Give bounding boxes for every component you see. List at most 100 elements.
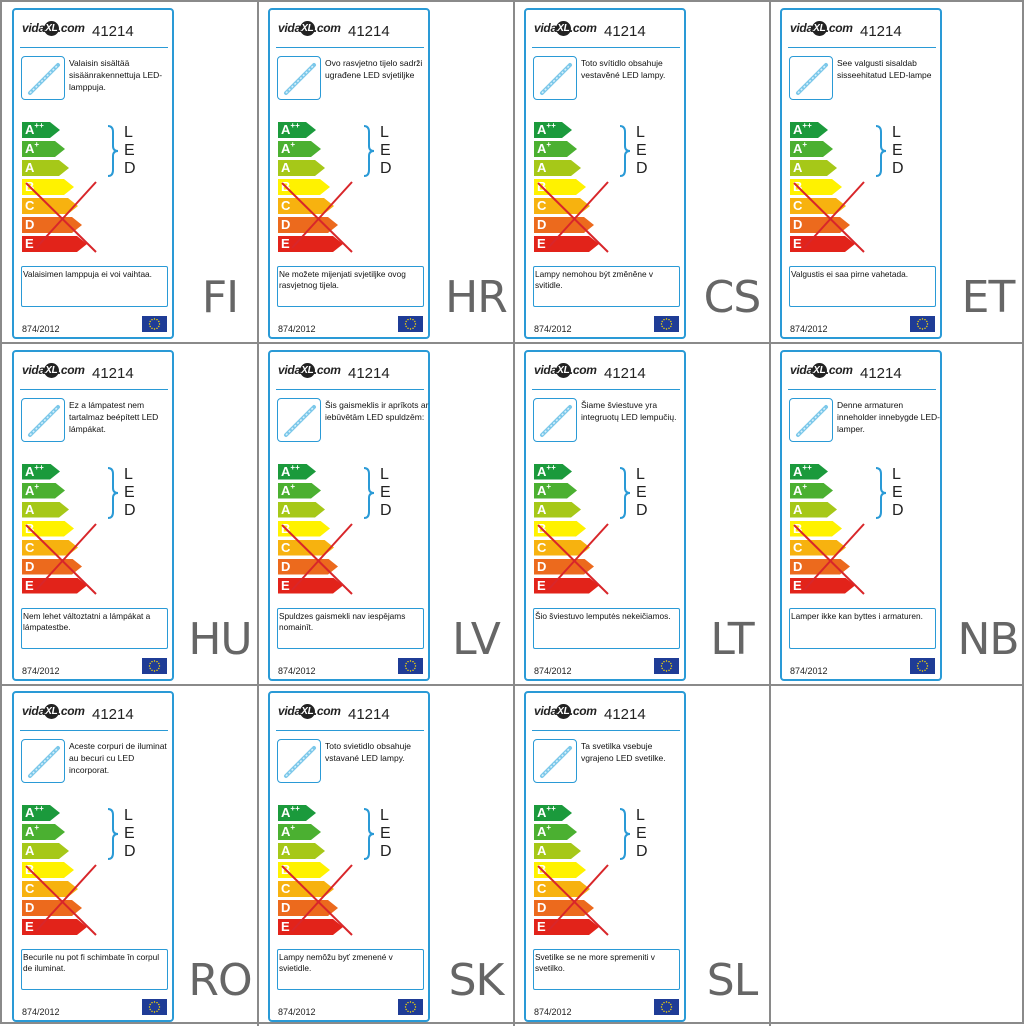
energy-label-card: vidaXL.com 41214 Šiame šviestuve yra int… (524, 349, 686, 681)
led-tube-icon (789, 397, 833, 442)
vidaxl-logo: vidaXL.com (790, 362, 853, 378)
energy-class-bar: D (22, 558, 82, 575)
energy-class-letter: C (25, 881, 35, 896)
article-number: 41214 (348, 364, 390, 382)
language-code: HU (188, 613, 252, 665)
energy-class-bar: A+ (278, 482, 321, 499)
energy-class-bar: A++ (534, 462, 572, 480)
fixture-description: Šiame šviestuve yra integruotų LED lempu… (581, 399, 677, 422)
energy-class-sup: ++ (290, 121, 300, 130)
energy-class-letter: A (537, 122, 547, 137)
eu-flag-icon (910, 657, 935, 674)
led-letter: L (380, 124, 389, 141)
energy-class-letter: E (281, 577, 290, 593)
energy-class-sup: ++ (546, 804, 556, 813)
energy-class-letter: A (537, 160, 547, 175)
energy-class-letter: A (25, 122, 35, 137)
article-number: 41214 (860, 364, 902, 382)
led-letter: D (636, 843, 648, 860)
regulation-number: 874/2012 (534, 1007, 572, 1017)
label-cell-nb: vidaXL.com 41214 Denne armaturen innehol… (770, 344, 1024, 685)
replacement-note: Lamper ikke kan byttes i armaturen. (789, 607, 936, 649)
led-letter: D (124, 843, 136, 860)
language-code: FI (201, 272, 239, 323)
energy-label-card: vidaXL.com 41214 Ta svetilka vsebuje vgr… (524, 691, 686, 1022)
brace-icon (107, 125, 119, 177)
fixture-description: See valgusti sisaldab sisseehitatud LED-… (837, 58, 932, 80)
energy-class-letter: E (281, 919, 290, 934)
led-letter: L (124, 124, 133, 141)
led-letter: D (380, 501, 392, 519)
energy-class-letter: A (281, 805, 291, 820)
energy-class-bar: A+ (534, 481, 577, 499)
energy-class-letter: C (537, 198, 547, 213)
led-tube-icon (277, 56, 321, 100)
energy-class-letter: A (793, 463, 803, 479)
replacement-note: Lampy nemohou být změněne v svitidle. (533, 266, 680, 307)
led-letter: E (892, 142, 903, 159)
energy-class-bar: E (22, 577, 87, 594)
energy-class-sup: ++ (546, 462, 556, 472)
energy-class-bar: A+ (278, 141, 321, 157)
energy-label-card: vidaXL.com 41214 Šis gaismeklis ir aprīk… (268, 349, 430, 681)
energy-class-sup: ++ (34, 121, 44, 130)
header-divider (20, 47, 168, 48)
energy-label-card: vidaXL.com 41214 Ovo rasvjetno tijelo sa… (268, 8, 430, 339)
brace-icon (107, 466, 119, 519)
regulation-number: 874/2012 (534, 324, 572, 334)
energy-class-letter: D (25, 217, 35, 232)
label-cell-fi: vidaXL.com 41214 Valaisin sisältää sisää… (2, 2, 258, 343)
language-code: HR (445, 272, 508, 323)
led-letter: E (380, 825, 391, 842)
header-divider (276, 730, 424, 731)
energy-class-letter: A (537, 141, 547, 156)
energy-class-letter: A (537, 824, 547, 839)
eu-flag-icon (654, 657, 679, 674)
energy-class-sup: ++ (290, 804, 300, 813)
energy-class-letter: A (793, 141, 803, 156)
energy-class-letter: A (281, 463, 291, 479)
brace-icon (363, 125, 375, 177)
led-letter: L (124, 807, 133, 824)
energy-class-bar: D (22, 217, 82, 233)
language-code: NB (957, 613, 1019, 665)
energy-class-sup: + (290, 140, 296, 149)
energy-class-bar: E (790, 577, 855, 594)
energy-class-letter: A (25, 160, 35, 175)
energy-class-letter: D (537, 217, 547, 232)
energy-class-letter: E (25, 236, 34, 251)
header-divider (788, 388, 936, 390)
energy-class-sup: + (546, 481, 552, 491)
energy-class-bar: A (22, 501, 69, 518)
label-cell-lt: vidaXL.com 41214 Šiame šviestuve yra int… (514, 344, 770, 685)
brace-icon (619, 125, 631, 177)
language-code: RO (188, 955, 252, 1006)
energy-class-bar: A++ (278, 463, 316, 480)
led-letter: D (636, 501, 648, 519)
energy-class-letter: A (793, 122, 803, 137)
energy-class-letter: A (25, 463, 35, 479)
led-tube-icon (533, 739, 577, 783)
energy-class-sup: ++ (34, 462, 44, 472)
energy-class-letter: A (281, 160, 291, 175)
energy-class-bar: E (278, 236, 343, 252)
vidaxl-logo: vidaXL.com (278, 704, 341, 720)
energy-class-bar: E (278, 577, 343, 594)
cross-out-icon (537, 864, 609, 936)
article-number: 41214 (860, 23, 902, 40)
energy-class-bar: E (790, 236, 855, 252)
energy-class-letter: A (537, 463, 547, 479)
led-tube-icon (21, 56, 65, 100)
energy-class-letter: A (25, 501, 35, 517)
vidaxl-logo: vidaXL.com (534, 362, 597, 378)
replacement-note: Svetilke se ne more spremeniti v svetilk… (533, 949, 680, 990)
energy-class-bar: A++ (534, 122, 572, 138)
grid-divider (513, 2, 515, 1026)
brace-icon (107, 808, 119, 860)
energy-class-bar: E (534, 919, 599, 935)
energy-class-bar: A+ (22, 824, 65, 840)
energy-class-letter: A (281, 141, 291, 156)
eu-flag-icon (398, 316, 423, 332)
header-divider (276, 388, 424, 390)
energy-class-bar: A++ (278, 805, 316, 821)
